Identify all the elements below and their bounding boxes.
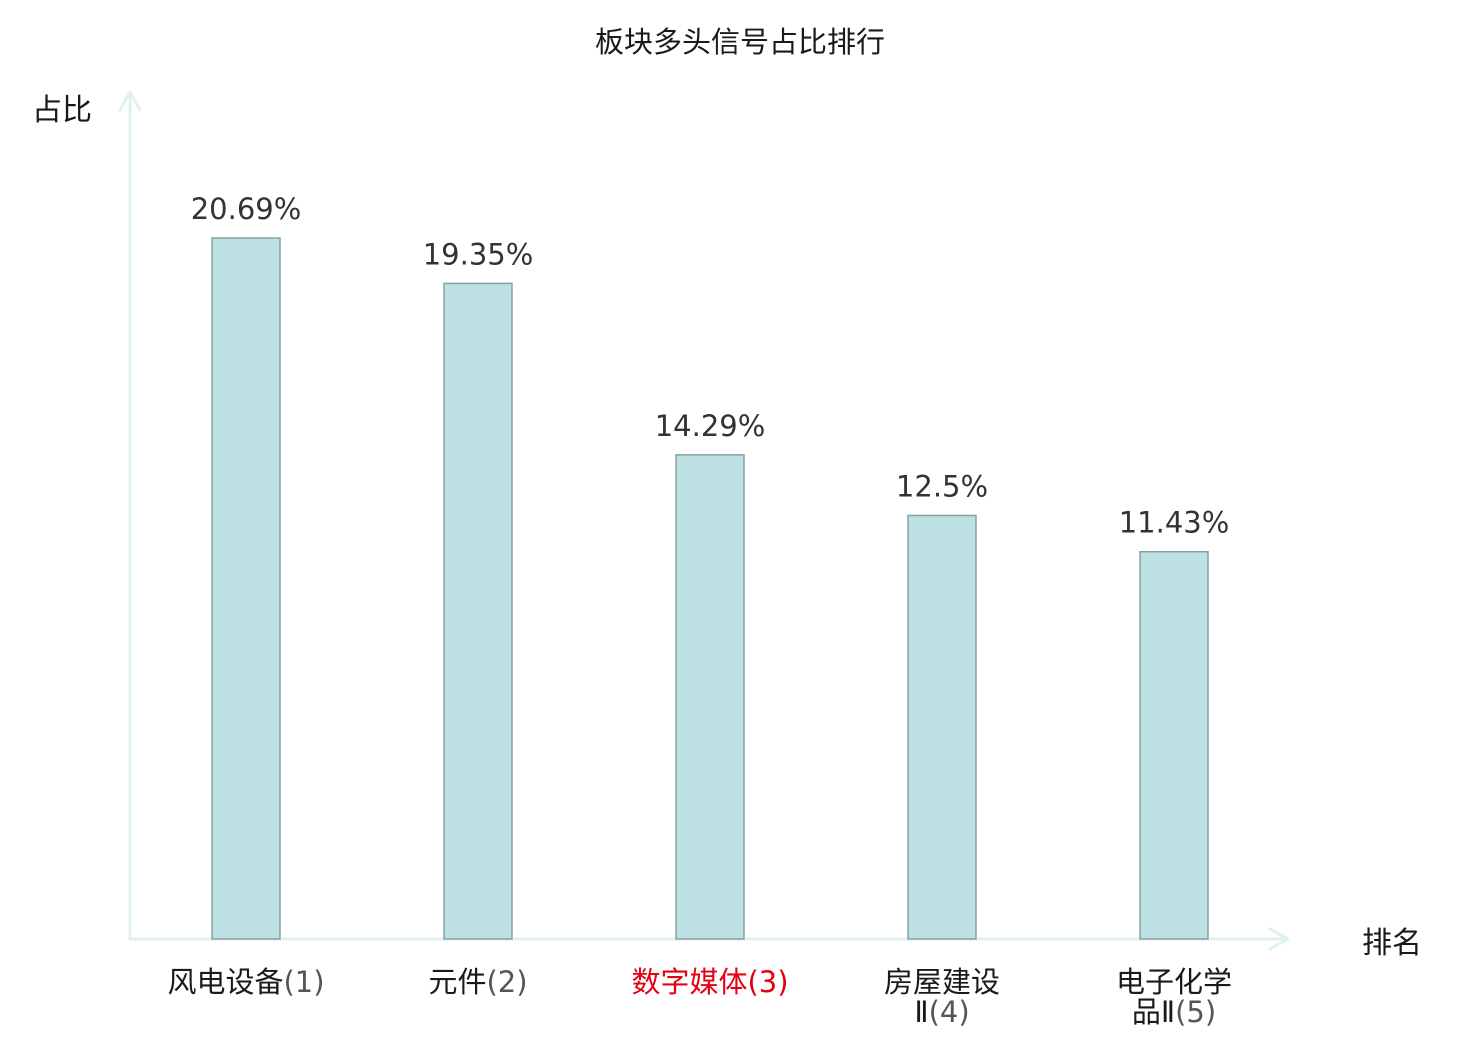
x-tick-label: 元件(2) <box>363 967 593 997</box>
x-axis-arrow <box>1268 937 1290 951</box>
y-axis-arrow <box>128 90 142 112</box>
bar <box>443 282 513 940</box>
bar <box>675 454 745 940</box>
category-rank: (3) <box>747 965 789 999</box>
bar-value-label: 12.5% <box>896 469 988 503</box>
bar-value-label: 11.43% <box>1119 506 1230 540</box>
bar <box>211 237 281 940</box>
category-name: 元件 <box>428 965 487 999</box>
category-name: Ⅱ <box>914 995 929 1029</box>
category-name: 数字媒体 <box>631 965 748 999</box>
x-axis-arrow <box>1268 927 1290 941</box>
bar-value-label: 14.29% <box>655 409 766 443</box>
category-name: 房屋建设 <box>883 965 1000 999</box>
category-name: 风电设备 <box>167 965 284 999</box>
category-rank: (2) <box>486 965 528 999</box>
category-rank: (4) <box>928 995 970 1029</box>
chart-title: 板块多头信号占比排行 <box>595 25 885 59</box>
bar-value-label: 20.69% <box>191 192 302 226</box>
y-axis-arrow <box>118 90 132 112</box>
x-tick-label: 房屋建设 Ⅱ(4) <box>827 967 1057 1027</box>
category-name: 品Ⅱ <box>1131 995 1176 1029</box>
bar-value-label: 19.35% <box>423 237 534 271</box>
y-axis-label: 占比 <box>32 93 92 128</box>
x-tick-label: 风电设备(1) <box>131 967 361 997</box>
x-tick-label: 数字媒体(3) <box>595 967 825 997</box>
category-name: 电子化学 <box>1115 965 1232 999</box>
bar <box>1139 550 1209 940</box>
category-rank: (1) <box>283 965 325 999</box>
x-tick-label: 电子化学 品Ⅱ(5) <box>1059 967 1289 1027</box>
bars <box>211 237 1209 940</box>
category-rank: (5) <box>1175 995 1217 1029</box>
x-axis-label: 排名 <box>1362 926 1422 961</box>
value-labels: 20.69% 19.35% 14.29% 12.5% 11.43% <box>191 192 1230 540</box>
bar <box>907 514 977 940</box>
